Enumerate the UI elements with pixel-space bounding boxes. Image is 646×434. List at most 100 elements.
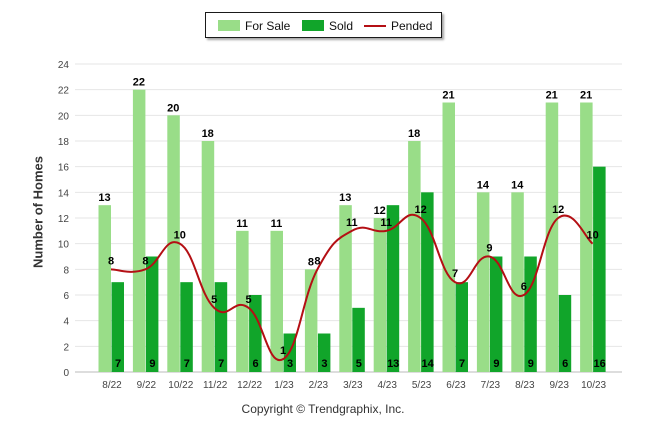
data-label-for-sale: 21 xyxy=(546,90,558,102)
bar-sold xyxy=(386,205,400,372)
data-label-sold: 5 xyxy=(356,358,362,370)
data-label-pended: 10 xyxy=(586,230,598,242)
data-label-sold: 3 xyxy=(321,358,327,370)
bar-sold xyxy=(489,256,503,372)
x-tick-label: 9/23 xyxy=(549,380,569,391)
x-tick-label: 6/23 xyxy=(446,380,466,391)
y-tick-label: 10 xyxy=(58,240,70,251)
x-tick-label: 12/22 xyxy=(237,380,262,391)
data-label-sold: 3 xyxy=(287,358,293,370)
bar-for-sale xyxy=(339,205,352,372)
data-label-for-sale: 21 xyxy=(442,90,454,102)
data-label-sold: 6 xyxy=(253,358,259,370)
bar-for-sale xyxy=(545,102,559,372)
y-tick-label: 12 xyxy=(58,214,70,225)
y-tick-label: 2 xyxy=(63,342,69,353)
data-label-pended: 10 xyxy=(174,230,186,242)
x-tick-label: 5/23 xyxy=(412,380,432,391)
data-label-for-sale: 18 xyxy=(408,128,420,140)
bar-for-sale xyxy=(408,141,421,372)
copyright-text: Copyright © Trendgraphix, Inc. xyxy=(241,402,405,416)
bar-for-sale xyxy=(373,218,387,372)
data-label-for-sale: 11 xyxy=(271,218,283,230)
data-label-pended: 8 xyxy=(108,255,114,267)
data-label-for-sale: 14 xyxy=(511,179,524,191)
y-tick-label: 8 xyxy=(63,265,69,276)
data-label-for-sale: 11 xyxy=(236,218,248,230)
data-label-sold: 7 xyxy=(184,358,190,370)
bar-sold xyxy=(421,192,434,372)
y-tick-label: 16 xyxy=(58,163,70,174)
legend: For Sale Sold Pended xyxy=(205,12,442,38)
legend-label-for-sale: For Sale xyxy=(245,19,291,33)
data-label-for-sale: 13 xyxy=(98,192,110,204)
legend-item-for-sale[interactable]: For Sale xyxy=(218,19,290,33)
x-tick-label: 1/23 xyxy=(274,380,294,391)
y-tick-label: 4 xyxy=(63,317,69,328)
data-label-sold: 9 xyxy=(493,358,499,370)
bar-sold xyxy=(249,295,262,372)
legend-item-pended[interactable]: Pended xyxy=(364,19,432,33)
y-tick-label: 24 xyxy=(58,60,70,71)
data-label-for-sale: 14 xyxy=(477,179,490,191)
data-label-for-sale: 12 xyxy=(374,205,386,217)
data-label-sold: 6 xyxy=(562,358,568,370)
y-tick-label: 18 xyxy=(58,137,70,148)
bar-sold xyxy=(455,282,468,372)
data-label-sold: 14 xyxy=(421,358,434,370)
y-tick-label: 22 xyxy=(58,86,70,97)
bar-sold xyxy=(524,256,537,372)
data-label-for-sale: 22 xyxy=(133,77,145,89)
bar-sold xyxy=(352,307,365,372)
bar-for-sale xyxy=(511,192,524,372)
x-tick-label: 11/22 xyxy=(203,380,228,391)
pended-line-group xyxy=(110,213,594,362)
data-label-sold: 7 xyxy=(459,358,465,370)
bar-sold xyxy=(180,282,193,372)
bar-for-sale xyxy=(167,115,180,372)
x-axis-ticks: 8/22 9/22 10/22 11/22 12/22 1/23 2/23 3/23 4/23 5… xyxy=(102,380,606,391)
data-label-sold: 13 xyxy=(387,358,399,370)
data-label-pended: 1 xyxy=(280,345,286,357)
pended-line xyxy=(110,213,594,362)
data-label-pended: 12 xyxy=(552,204,564,216)
x-tick-label: 8/23 xyxy=(515,380,535,391)
data-label-pended: 8 xyxy=(314,255,320,267)
data-label-sold: 16 xyxy=(593,358,605,370)
data-label-pended: 5 xyxy=(246,294,252,306)
data-label-pended: 6 xyxy=(521,281,527,293)
data-label-pended: 11 xyxy=(380,217,392,229)
legend-swatch-pended xyxy=(364,25,386,27)
x-tick-label: 9/22 xyxy=(137,380,157,391)
x-tick-label: 4/23 xyxy=(377,380,397,391)
bar-sold xyxy=(558,295,572,372)
data-label-pended: 5 xyxy=(211,294,217,306)
data-label-sold: 9 xyxy=(528,358,534,370)
y-axis-label: Number of Homes xyxy=(30,156,46,268)
y-tick-label: 20 xyxy=(58,111,70,122)
data-label-pended: 7 xyxy=(452,268,458,280)
bar-for-sale xyxy=(442,102,455,372)
bar-sold xyxy=(111,282,124,372)
x-tick-label: 2/23 xyxy=(309,380,329,391)
legend-label-pended: Pended xyxy=(391,19,433,33)
y-tick-label: 0 xyxy=(63,368,69,379)
data-label-for-sale: 20 xyxy=(167,102,179,114)
bar-sold xyxy=(317,333,331,372)
data-label-pended: 11 xyxy=(346,217,358,229)
data-label-pended: 12 xyxy=(414,204,426,216)
legend-swatch-sold xyxy=(302,20,324,31)
legend-label-sold: Sold xyxy=(329,19,354,33)
bar-for-sale xyxy=(201,141,215,372)
data-labels: 1372292071871161138313512131814217149149… xyxy=(98,77,605,370)
data-label-pended: 8 xyxy=(142,255,148,267)
y-tick-label: 6 xyxy=(63,291,69,302)
data-label-sold: 7 xyxy=(218,358,224,370)
bar-sold xyxy=(593,166,606,372)
data-label-for-sale: 18 xyxy=(202,128,214,140)
data-label-for-sale: 13 xyxy=(339,192,351,204)
legend-item-sold[interactable]: Sold xyxy=(302,19,353,33)
x-tick-label: 10/23 xyxy=(581,380,606,391)
